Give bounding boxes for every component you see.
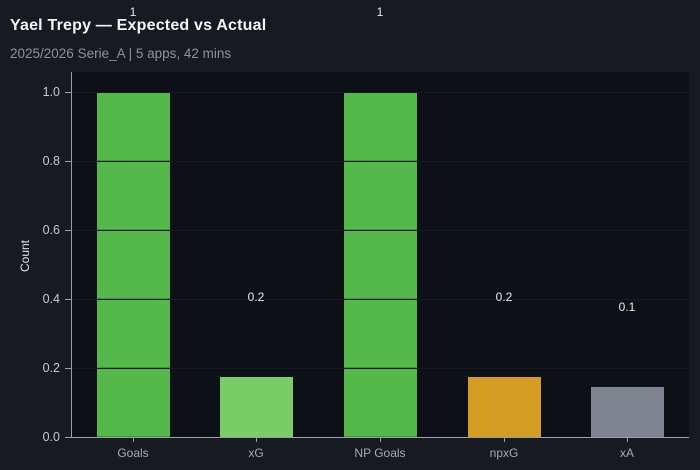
gridline [71,368,689,369]
x-category-label: npxG [489,446,519,460]
x-tick [504,438,505,442]
x-category-label: xA [619,446,634,460]
bar-value-label: 0.2 [247,290,265,304]
chart-subtitle: 2025/2026 Serie_A | 5 apps, 42 mins [10,46,232,61]
x-tick [256,438,257,442]
x-axis-line [71,437,689,438]
y-tick-label: 0.4 [42,292,60,306]
bar [219,377,293,437]
bar-value-label: 1 [376,5,384,19]
x-category-label: xG [248,446,264,460]
y-axis-line [71,72,72,438]
y-tick-label: 0.8 [42,154,60,168]
gridline [71,92,689,93]
x-tick [133,438,134,442]
gridline [71,161,689,162]
x-tick [627,438,628,442]
y-tick [65,230,71,231]
gridline [71,299,689,300]
bar [96,92,170,437]
bar-value-label: 0.1 [618,300,636,314]
y-tick-label: 0.0 [42,430,60,444]
bar [590,387,664,437]
y-tick [65,437,71,438]
bar [467,377,541,437]
y-tick [65,368,71,369]
x-tick [380,438,381,442]
y-tick-label: 0.2 [42,361,60,375]
y-tick [65,92,71,93]
x-category-label: Goals [117,446,149,460]
bar-value-label: 1 [129,5,137,19]
y-tick-label: 0.6 [42,223,60,237]
gridline [71,230,689,231]
y-tick-label: 1.0 [42,85,60,99]
bar [343,92,417,437]
bar-value-label: 0.2 [495,290,513,304]
y-tick [65,161,71,162]
y-tick [65,299,71,300]
chart-title: Yael Trepy — Expected vs Actual [10,17,267,34]
plot-area [71,72,689,438]
x-category-label: NP Goals [354,446,406,460]
